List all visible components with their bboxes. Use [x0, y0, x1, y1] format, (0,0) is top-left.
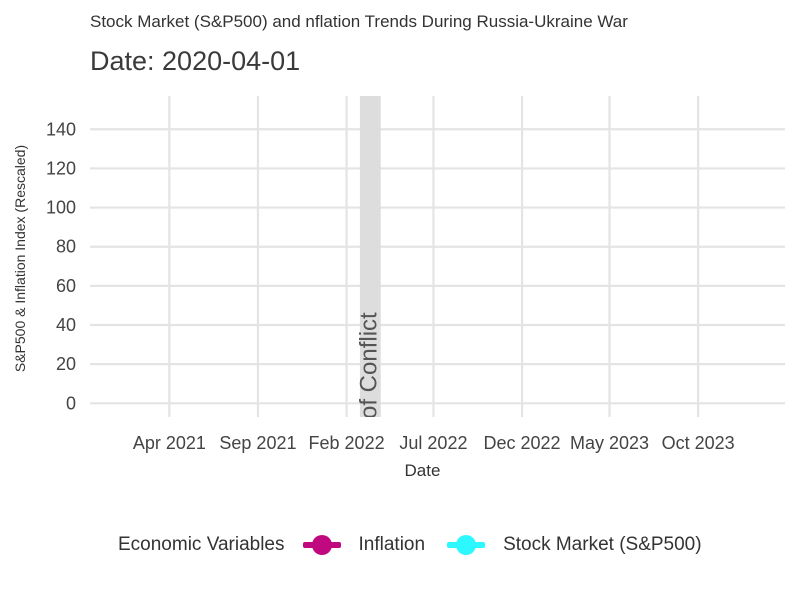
y-tick-label: 140	[46, 119, 76, 139]
y-tick-label: 120	[46, 158, 76, 178]
y-tick-label: 80	[56, 237, 76, 257]
y-tick-label: 40	[56, 315, 76, 335]
conflict-region-label: of Conflict	[355, 312, 382, 419]
legend-key-stock-market	[447, 534, 486, 556]
legend-key-inflation	[302, 534, 341, 556]
legend-label-stock-market: Stock Market (S&P500)	[503, 534, 702, 555]
x-tick-label: May 2023	[570, 433, 649, 453]
y-axis-title: S&P500 & Inflation Index (Rescaled)	[12, 145, 28, 372]
y-tick-label: 0	[66, 393, 76, 413]
chart-subtitle: Date: 2020-04-01	[90, 46, 301, 76]
x-axis-title: Date	[405, 461, 441, 480]
legend-key-dot	[456, 535, 477, 555]
legend-title: Economic Variables	[118, 534, 285, 555]
conflict-shaded-region	[359, 96, 381, 417]
y-tick-label: 60	[56, 276, 76, 296]
conflict-label-clip-group: of Conflict	[355, 312, 382, 419]
x-tick-label: Oct 2023	[662, 433, 735, 453]
legend-label-inflation: Inflation	[358, 534, 426, 555]
x-tick-label: Jul 2022	[399, 433, 467, 453]
legend-item-inflation: Inflation	[302, 534, 426, 556]
chart-title: Stock Market (S&P500) and nflation Trend…	[90, 12, 628, 31]
legend-key-dot	[311, 535, 332, 555]
x-tick-label: Sep 2021	[219, 433, 296, 453]
x-tick-label: Dec 2022	[484, 433, 561, 453]
x-tick-label: Apr 2021	[133, 433, 206, 453]
legend-item-stock-market: Stock Market (S&P500)	[447, 534, 702, 556]
x-tick-label: Feb 2022	[309, 433, 385, 453]
legend: Economic Variables Inflation Stock Marke…	[118, 534, 724, 556]
y-tick-label: 20	[56, 354, 76, 374]
y-tick-label: 100	[46, 198, 76, 218]
